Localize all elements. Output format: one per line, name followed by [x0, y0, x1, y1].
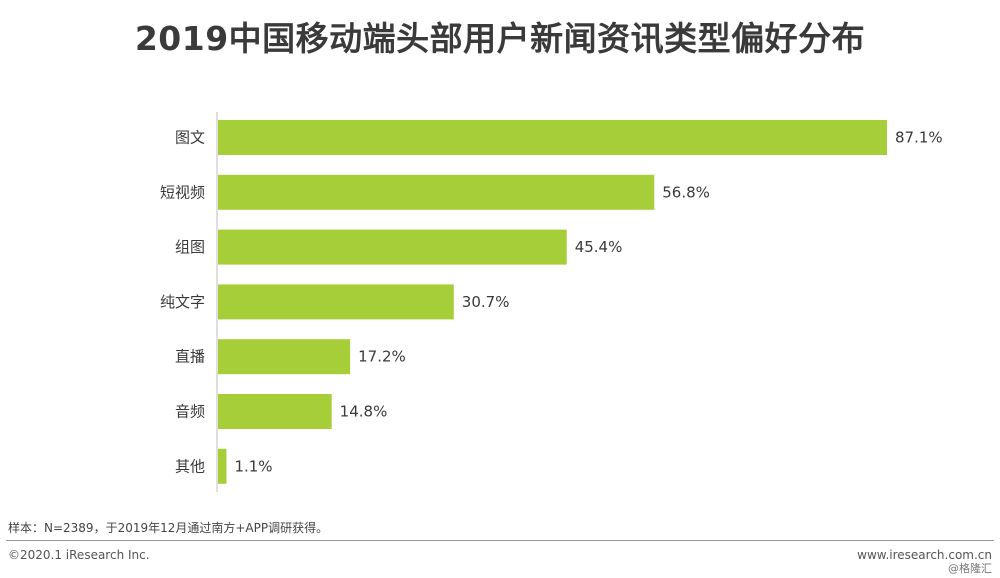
- category-label: 纯文字: [160, 293, 205, 311]
- value-label: 17.2%: [358, 348, 406, 366]
- value-label: 30.7%: [462, 293, 510, 311]
- copyright-text: ©2020.1 iResearch Inc.: [8, 548, 150, 562]
- category-label: 短视频: [160, 183, 205, 201]
- value-label: 87.1%: [895, 129, 943, 147]
- value-label: 45.4%: [575, 238, 623, 256]
- category-label: 图文: [175, 129, 205, 147]
- bar-1: [218, 174, 655, 210]
- value-label: 1.1%: [234, 457, 272, 475]
- bar-2: [218, 229, 567, 265]
- bar-0: [218, 120, 887, 155]
- bar-6: [218, 448, 227, 484]
- chart-title: 2019中国移动端头部用户新闻资讯类型偏好分布: [134, 19, 866, 58]
- bar-4: [218, 339, 351, 375]
- value-label: 56.8%: [662, 183, 710, 201]
- watermark-text: @格隆汇: [948, 562, 992, 575]
- category-label: 组图: [175, 238, 205, 256]
- category-label: 直播: [175, 348, 205, 366]
- footer-divider: [6, 540, 994, 541]
- value-label: 14.8%: [340, 403, 388, 421]
- bar-5: [218, 394, 332, 429]
- bar-3: [218, 284, 454, 320]
- website-text: www.iresearch.com.cn: [857, 548, 992, 562]
- category-label: 其他: [175, 457, 205, 475]
- sample-note: 样本：N=2389，于2019年12月通过南方+APP调研获得。: [8, 521, 329, 535]
- category-label: 音频: [175, 403, 205, 421]
